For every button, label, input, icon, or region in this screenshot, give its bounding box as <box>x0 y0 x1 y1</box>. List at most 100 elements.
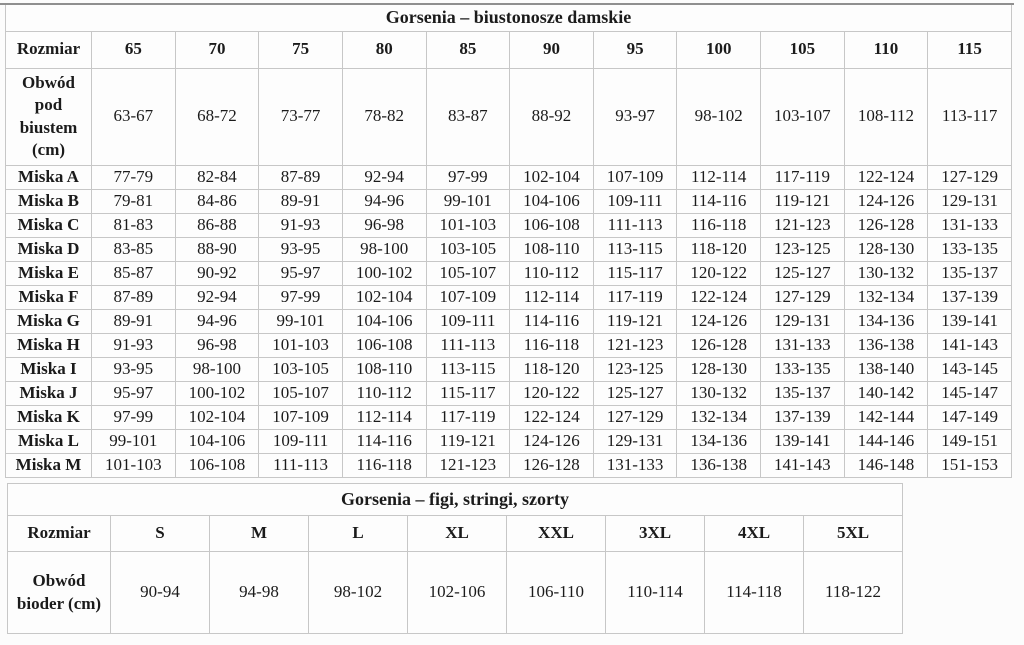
size-value-cell: 83-87 <box>425 67 511 166</box>
size-value-cell: 92-94 <box>341 164 427 190</box>
size-value-cell: 114-118 <box>704 551 804 634</box>
size-value-cell: 124-126 <box>509 428 594 454</box>
size-value-cell: 121-123 <box>592 332 678 358</box>
size-value-cell: 139-141 <box>760 428 845 454</box>
size-value-cell: 124-126 <box>676 308 761 334</box>
size-column-header: 90 <box>509 30 594 69</box>
size-value-cell: 133-135 <box>760 356 845 382</box>
size-value-cell: 109-111 <box>425 308 511 334</box>
panties-size-table: Gorsenia – figi, stringi, szorty Rozmiar… <box>7 483 903 634</box>
size-value-cell: 112-114 <box>676 164 761 190</box>
size-value-cell: 137-139 <box>927 284 1012 310</box>
size-value-cell: 89-91 <box>258 188 343 214</box>
size-value-cell: 119-121 <box>425 428 511 454</box>
size-column-header: L <box>308 515 408 552</box>
size-value-cell: 121-123 <box>760 212 845 238</box>
size-value-cell: 120-122 <box>509 380 594 406</box>
size-value-cell: 129-131 <box>760 308 845 334</box>
row-label: Obwód pod biustem (cm) <box>5 67 92 166</box>
size-value-cell: 145-147 <box>927 380 1012 406</box>
size-value-cell: 123-125 <box>592 356 678 382</box>
size-column-header: 105 <box>760 30 845 69</box>
cup-size-row: Miska C 81-83 86-88 91-93 96-98 101-103 106-10… <box>5 212 1012 238</box>
cup-size-row: Miska I 93-95 98-100 103-105 108-110 113-115 1… <box>5 356 1012 382</box>
size-value-cell: 146-148 <box>843 452 929 478</box>
cup-size-row: Miska E 85-87 90-92 95-97 100-102 105-107 110-… <box>5 260 1012 286</box>
size-column-header: 110 <box>843 30 929 69</box>
size-value-cell: 122-124 <box>676 284 761 310</box>
size-column-header: M <box>209 515 309 552</box>
cup-size-row: Miska G 89-91 94-96 99-101 104-106 109-111 114… <box>5 308 1012 334</box>
size-value-cell: 87-89 <box>91 284 176 310</box>
size-value-cell: 98-102 <box>308 551 408 634</box>
size-value-cell: 112-114 <box>509 284 594 310</box>
size-value-cell: 111-113 <box>592 212 678 238</box>
size-value-cell: 126-128 <box>843 212 929 238</box>
size-value-cell: 86-88 <box>174 212 260 238</box>
size-value-cell: 93-95 <box>91 356 176 382</box>
row-label: Miska E <box>5 260 92 286</box>
size-value-cell: 141-143 <box>760 452 845 478</box>
size-value-cell: 89-91 <box>91 308 176 334</box>
size-column-header: 100 <box>676 30 761 69</box>
size-value-cell: 90-92 <box>174 260 260 286</box>
size-value-cell: 110-112 <box>509 260 594 286</box>
size-value-cell: 151-153 <box>927 452 1012 478</box>
size-value-cell: 111-113 <box>425 332 511 358</box>
header-row: Rozmiar S M L XL XXL 3XL 4XL 5XL <box>7 515 903 552</box>
size-value-cell: 113-115 <box>425 356 511 382</box>
size-value-cell: 84-86 <box>174 188 260 214</box>
size-value-cell: 132-134 <box>843 284 929 310</box>
size-value-cell: 135-137 <box>760 380 845 406</box>
size-value-cell: 128-130 <box>843 236 929 262</box>
size-value-cell: 136-138 <box>843 332 929 358</box>
size-value-cell: 102-104 <box>509 164 594 190</box>
cup-size-row: Miska A 77-79 82-84 87-89 92-94 97-99 102-104 1… <box>5 164 1012 190</box>
size-value-cell: 126-128 <box>509 452 594 478</box>
size-value-cell: 100-102 <box>174 380 260 406</box>
size-value-cell: 120-122 <box>676 260 761 286</box>
row-label: Miska I <box>5 356 92 382</box>
cup-size-row: Miska F 87-89 92-94 97-99 102-104 107-109 112-… <box>5 284 1012 310</box>
size-value-cell: 63-67 <box>91 67 176 166</box>
size-column-header: 70 <box>174 30 260 69</box>
size-value-cell: 121-123 <box>425 452 511 478</box>
size-value-cell: 122-124 <box>843 164 929 190</box>
size-value-cell: 88-90 <box>174 236 260 262</box>
row-label: Miska B <box>5 188 92 214</box>
size-value-cell: 113-115 <box>592 236 678 262</box>
size-value-cell: 87-89 <box>258 164 343 190</box>
row-label: Miska M <box>5 452 92 478</box>
size-value-cell: 97-99 <box>258 284 343 310</box>
size-value-cell: 103-105 <box>258 356 343 382</box>
size-value-cell: 138-140 <box>843 356 929 382</box>
size-value-cell: 127-129 <box>927 164 1012 190</box>
size-value-cell: 131-133 <box>592 452 678 478</box>
size-value-cell: 99-101 <box>91 428 176 454</box>
size-value-cell: 94-96 <box>174 308 260 334</box>
size-value-cell: 116-118 <box>341 452 427 478</box>
size-column-header: S <box>110 515 210 552</box>
size-value-cell: 68-72 <box>174 67 260 166</box>
size-value-cell: 97-99 <box>91 404 176 430</box>
size-value-cell: 130-132 <box>843 260 929 286</box>
size-value-cell: 126-128 <box>676 332 761 358</box>
row-label: Miska A <box>5 164 92 190</box>
size-column-header: 115 <box>927 30 1012 69</box>
size-value-cell: 103-107 <box>760 67 845 166</box>
size-value-cell: 113-117 <box>927 67 1012 166</box>
top-divider <box>0 3 1014 5</box>
size-value-cell: 98-100 <box>341 236 427 262</box>
size-value-cell: 73-77 <box>258 67 343 166</box>
size-value-cell: 118-120 <box>676 236 761 262</box>
size-value-cell: 93-95 <box>258 236 343 262</box>
size-column-header: 85 <box>425 30 511 69</box>
size-value-cell: 117-119 <box>760 164 845 190</box>
size-value-cell: 106-110 <box>506 551 606 634</box>
size-value-cell: 114-116 <box>509 308 594 334</box>
size-value-cell: 93-97 <box>592 67 678 166</box>
size-value-cell: 133-135 <box>927 236 1012 262</box>
size-value-cell: 118-122 <box>803 551 903 634</box>
size-value-cell: 134-136 <box>676 428 761 454</box>
size-value-cell: 122-124 <box>509 404 594 430</box>
